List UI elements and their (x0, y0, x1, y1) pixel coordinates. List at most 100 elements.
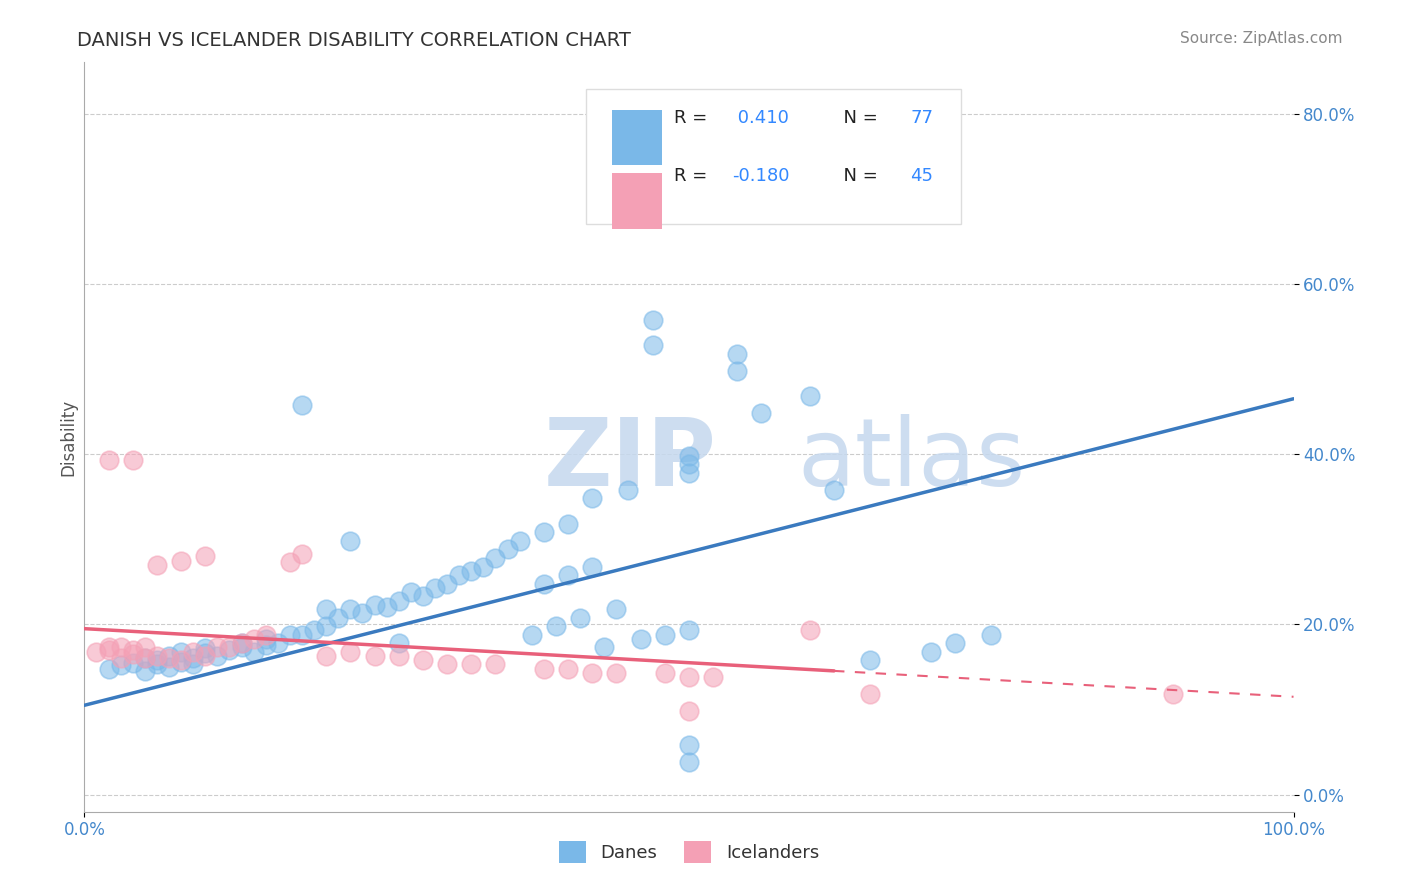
Point (799, 624, 821, 638)
Point (678, 670, 700, 684)
Point (823, 483, 845, 497)
Point (678, 739, 700, 753)
Point (181, 651, 204, 665)
Point (157, 648, 180, 663)
Point (605, 665, 627, 680)
Point (291, 398, 314, 412)
Point (218, 640, 240, 655)
Point (557, 662, 579, 676)
Legend: Danes, Icelanders: Danes, Icelanders (551, 834, 827, 870)
Point (363, 598, 385, 612)
Point (134, 651, 156, 665)
Point (509, 533, 531, 548)
Point (581, 491, 603, 506)
Point (181, 645, 204, 659)
Point (859, 653, 882, 667)
Point (97, 640, 120, 655)
Point (97, 643, 120, 657)
Point (1161, 687, 1184, 701)
Point (605, 602, 627, 616)
Point (399, 585, 422, 599)
Point (980, 627, 1002, 641)
Y-axis label: Disability: Disability (59, 399, 77, 475)
Point (231, 636, 253, 650)
Point (194, 641, 217, 656)
Text: R =: R = (675, 109, 713, 127)
Point (436, 576, 458, 591)
Text: 0.410: 0.410 (733, 109, 789, 127)
Point (328, 610, 350, 624)
Text: 45: 45 (910, 168, 934, 186)
Point (86, 645, 108, 659)
Point (557, 516, 579, 531)
Text: ZIP: ZIP (544, 414, 717, 506)
FancyBboxPatch shape (612, 110, 662, 165)
Point (110, 658, 132, 673)
Point (134, 664, 156, 679)
Point (460, 657, 482, 672)
Point (449, 568, 471, 582)
Text: N =: N = (831, 168, 883, 186)
Point (181, 657, 204, 672)
Point (194, 648, 217, 663)
Point (654, 665, 676, 680)
Point (484, 657, 506, 672)
Point (520, 627, 543, 641)
Point (254, 627, 277, 641)
Point (496, 542, 519, 557)
Text: atlas: atlas (797, 414, 1026, 506)
Point (291, 627, 314, 641)
Point (581, 665, 603, 680)
Point (267, 636, 290, 650)
Point (146, 558, 169, 572)
Point (593, 640, 616, 655)
Text: -0.180: -0.180 (733, 168, 790, 186)
Point (557, 568, 579, 582)
Point (157, 651, 180, 665)
Point (254, 632, 277, 646)
Point (725, 364, 748, 378)
Point (315, 602, 337, 616)
Text: DANISH VS ICELANDER DISABILITY CORRELATION CHART: DANISH VS ICELANDER DISABILITY CORRELATI… (77, 31, 631, 50)
Point (242, 632, 264, 646)
Point (641, 312, 664, 326)
Point (194, 549, 217, 564)
Point (484, 551, 506, 566)
Point (339, 645, 361, 659)
Point (291, 547, 314, 561)
Point (678, 756, 700, 770)
Point (121, 643, 143, 657)
Point (859, 687, 882, 701)
Point (339, 533, 361, 548)
Point (533, 662, 555, 676)
Point (436, 657, 458, 672)
Point (97, 453, 120, 467)
Point (254, 638, 277, 652)
Point (146, 657, 169, 672)
Point (412, 653, 434, 667)
Point (725, 346, 748, 360)
Point (218, 643, 240, 657)
Point (97, 662, 120, 676)
Point (702, 159, 724, 173)
Point (617, 483, 640, 497)
Point (678, 704, 700, 718)
Text: 77: 77 (910, 109, 934, 127)
Point (460, 564, 482, 578)
Point (630, 632, 652, 646)
Point (134, 640, 156, 655)
Point (194, 646, 217, 660)
Point (231, 640, 253, 655)
Point (110, 651, 132, 665)
Point (388, 648, 411, 663)
Point (654, 627, 676, 641)
Point (544, 619, 567, 633)
FancyBboxPatch shape (586, 88, 962, 224)
Point (799, 389, 821, 403)
Point (678, 449, 700, 463)
Point (231, 636, 253, 650)
Point (146, 653, 169, 667)
Text: R =: R = (675, 168, 713, 186)
Point (920, 645, 942, 659)
Point (302, 624, 325, 638)
